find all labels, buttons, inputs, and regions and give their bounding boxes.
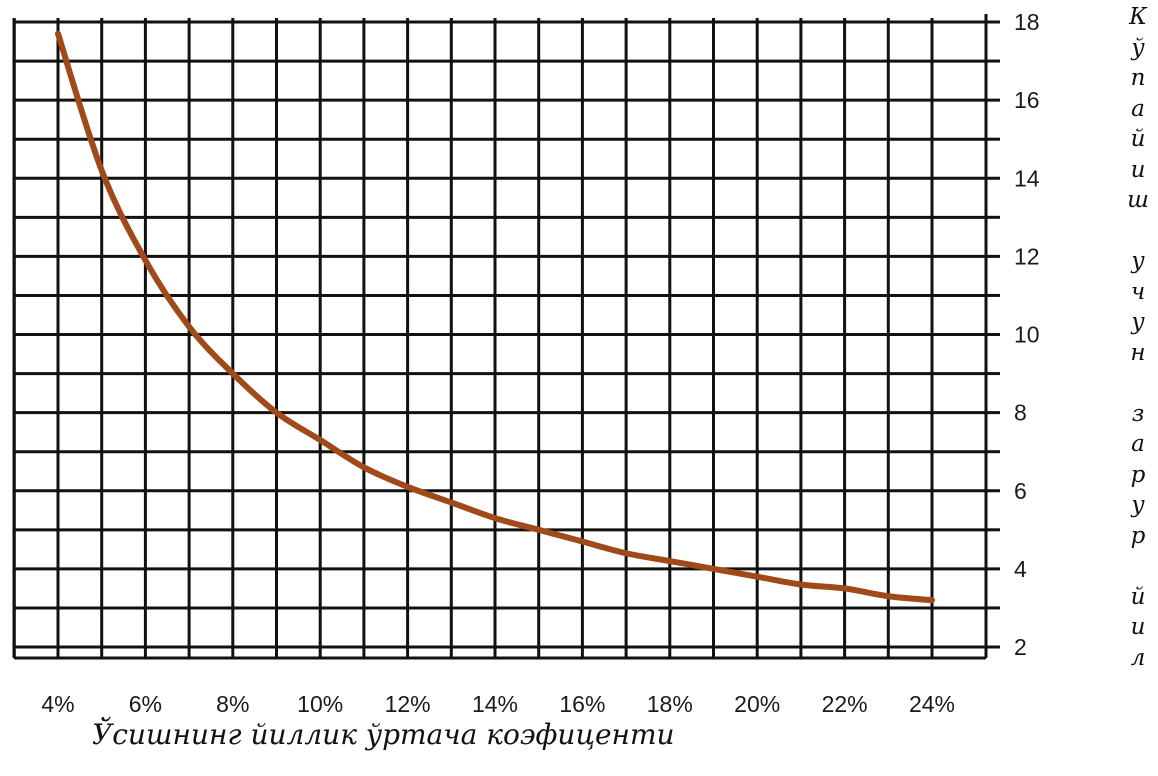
data-point	[844, 588, 845, 589]
data-point	[232, 373, 233, 374]
y-axis-title-letter: з	[1131, 400, 1145, 427]
grid	[12, 18, 986, 660]
data-point	[189, 326, 190, 327]
y-axis-title-letter: р	[1130, 522, 1146, 549]
data-point	[800, 584, 801, 585]
y-axis-title-letter	[1118, 216, 1158, 247]
data-point	[451, 502, 452, 503]
y-axis-title-letter: у	[1131, 309, 1145, 335]
y-axis-title-letter: н	[1130, 339, 1146, 366]
y-axis-title-letter: а	[1131, 95, 1145, 122]
y-tick-label: 8	[1014, 400, 1027, 426]
y-tick-label: 18	[1014, 9, 1040, 35]
y-tick-labels: 2 4 6 8 10 12 14 16 18	[1014, 9, 1040, 660]
y-axis-title-letter: а	[1131, 431, 1145, 457]
y-axis-title-letter	[1118, 368, 1158, 399]
x-tick-label: 6%	[129, 691, 162, 717]
x-tick-label: 24%	[909, 691, 955, 717]
data-point	[626, 553, 627, 554]
y-tick-label: 12	[1014, 243, 1040, 269]
y-tick-label: 14	[1014, 165, 1040, 191]
x-tick-label: 14%	[472, 691, 518, 717]
data-point	[363, 467, 364, 468]
data-point	[669, 561, 670, 562]
x-tick-label: 12%	[385, 691, 431, 717]
x-axis-title: Ўсишнинг йиллик ўртача коэфиценти	[92, 718, 675, 751]
data-point	[538, 529, 539, 530]
y-axis-title-letter: у	[1131, 248, 1145, 274]
y-axis-title-letter: п	[1130, 65, 1146, 91]
y-axis-title-letter: р	[1130, 461, 1146, 488]
y-tick-label: 10	[1014, 322, 1040, 348]
y-axis-title-letter: ч	[1130, 278, 1146, 305]
series-line-layer	[55, 30, 935, 604]
y-axis-title-letter: и	[1130, 614, 1146, 640]
y-axis-title-letter: К	[1129, 4, 1147, 30]
x-tick-label: 10%	[297, 691, 343, 717]
data-point	[888, 596, 889, 597]
x-tick-labels: 4% 6% 8% 10% 12% 14% 16% 18% 20% 22% 24%	[41, 691, 955, 717]
data-point	[276, 412, 277, 413]
data-point	[145, 260, 146, 261]
x-tick-label: 18%	[647, 691, 693, 717]
x-tick-label: 4%	[41, 691, 74, 717]
data-point	[495, 518, 496, 519]
data-point	[757, 576, 758, 577]
y-axis-title-letter: у	[1131, 492, 1145, 518]
data-point	[582, 541, 583, 542]
y-tick-label: 4	[1014, 556, 1027, 582]
data-point	[713, 568, 714, 569]
y-axis-title-letter: ў	[1131, 34, 1145, 61]
x-tick-label: 22%	[822, 691, 868, 717]
y-axis	[984, 14, 1000, 658]
y-axis-title-letter: и	[1130, 156, 1146, 183]
data-point	[932, 600, 933, 601]
x-tick-label: 16%	[559, 691, 605, 717]
y-axis-title-letter: ш	[1127, 187, 1149, 213]
y-axis-title-letter: й	[1130, 126, 1146, 152]
y-axis-title-letter	[1118, 551, 1158, 582]
y-tick-label: 2	[1014, 634, 1027, 660]
data-point	[320, 439, 321, 440]
x-tick-label: 20%	[734, 691, 780, 717]
y-axis-title-letter: й	[1130, 583, 1146, 610]
series-line	[55, 30, 935, 604]
data-point	[101, 170, 102, 171]
y-axis-title-letter: л	[1130, 644, 1146, 671]
data-point	[407, 486, 408, 487]
x-tick-label: 8%	[216, 691, 249, 717]
data-point	[58, 33, 59, 34]
y-tick-label: 16	[1014, 87, 1040, 113]
y-tick-label: 6	[1014, 478, 1027, 504]
